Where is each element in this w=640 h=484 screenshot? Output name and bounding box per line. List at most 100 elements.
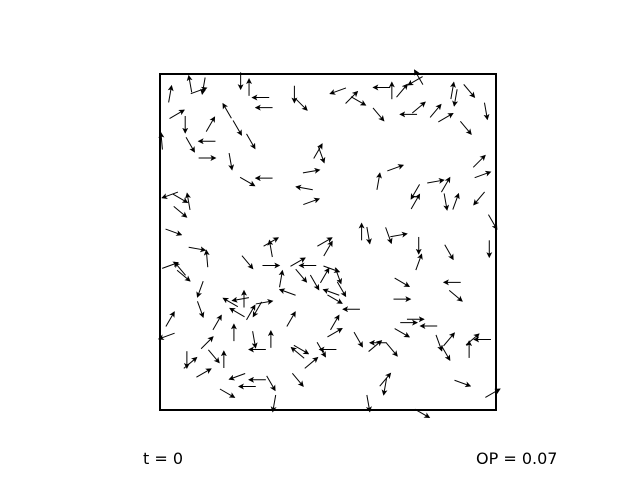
particle-arrow [440,176,451,193]
particle-arrow [376,172,382,190]
particle-arrow [231,296,249,303]
particle-arrow [415,253,423,271]
particle-arrow [410,193,421,210]
particle-arrow [183,356,198,369]
particle-arrow [394,328,411,338]
particle-arrow [267,239,274,258]
particle-arrow [485,388,501,398]
particle-arrow [196,301,205,319]
particle-arrow [172,193,189,204]
particle-arrow [263,237,280,247]
particle-arrow [157,332,175,341]
particle-arrow [322,288,340,296]
particle-arrow [327,328,343,338]
particle-arrow [443,332,456,347]
particle-arrow [203,249,210,268]
particle-arrow [472,154,486,168]
particle-arrow [228,153,235,171]
particle-arrow [295,184,313,191]
particle-arrow [278,269,285,288]
simulation-box [159,73,497,411]
particle-arrow [448,289,463,302]
particle-arrow [483,102,490,121]
particle-arrow [365,394,372,413]
time-label: t = 0 [143,449,184,468]
particle-arrow [454,379,472,388]
particle-arrow [196,368,212,378]
particle-arrow [334,267,343,285]
particle-arrow [286,311,296,327]
particle-arrow [350,96,367,106]
particle-arrow [169,109,185,119]
particle-arrow [295,268,308,283]
particle-arrow [246,133,256,150]
particle-arrow [427,177,445,184]
particle-arrow [323,240,333,257]
particle-arrow [385,227,393,245]
particle-arrow [396,83,408,98]
particle-arrow [222,297,239,308]
particle-arrow [246,304,256,321]
particle-arrow [212,314,222,331]
particle-arrow [158,131,165,150]
particle-arrow [252,301,263,318]
particle-arrow [167,84,174,103]
particle-arrow [353,331,363,348]
particle-arrow [207,349,220,364]
particle-arrow [381,378,388,396]
particle-arrow [407,76,423,86]
particle-arrow [190,86,208,95]
particle-arrow [336,281,347,298]
particle-arrow [241,255,254,270]
particle-arrow [330,314,340,331]
particle-arrow [309,274,320,291]
particle-arrow [185,137,195,153]
particle-arrow [290,346,305,359]
particle-arrow [459,121,472,135]
particle-arrow [443,193,450,211]
particle-arrow [438,112,454,123]
particle-arrow [452,192,460,210]
particle-arrow [320,267,330,284]
particle-arrow [251,331,258,349]
particle-arrow [188,246,207,253]
particle-arrow [390,231,408,238]
order-parameter-label: OP = 0.07 [476,449,558,468]
particle-arrow [290,257,306,267]
particle-arrow [386,342,398,357]
particle-arrow [186,74,193,93]
particle-arrow [270,394,277,413]
particle-arrow [444,244,454,261]
particle-arrow [205,116,216,132]
particle-arrow [365,226,372,245]
particle-arrow [293,344,310,355]
particle-arrow [165,311,175,327]
particle-arrow [232,120,242,136]
particle-arrows [157,69,501,419]
particle-arrow [329,87,347,95]
particle-arrow [465,333,480,346]
particle-arrow [394,277,411,288]
particle-arrow [303,197,321,206]
particle-arrow [302,167,321,174]
particle-arrow [317,237,333,247]
particle-arrow [266,375,276,392]
particle-arrow [473,191,485,206]
particle-arrow [165,228,183,236]
particle-arrow [239,176,256,187]
particle-arrow [200,336,214,350]
particle-arrow [278,288,296,296]
particle-arrow [429,103,442,118]
particle-arrow [222,102,232,119]
particle-arrow [435,334,443,352]
particle-arrow [229,307,245,318]
particle-arrow [291,373,304,387]
particle-arrow [317,146,326,164]
particle-arrow [463,84,476,98]
particle-arrow [474,170,492,179]
particle-arrow [411,101,426,114]
particle-arrow [255,298,274,305]
particle-arrow [410,184,420,200]
